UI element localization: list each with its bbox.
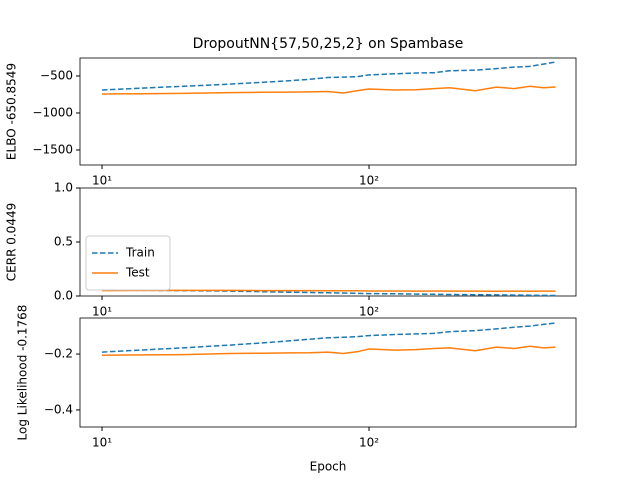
- legend-label: Train: [125, 246, 155, 260]
- plot-frame: [79, 57, 577, 166]
- series-line: [101, 345, 556, 356]
- y-tick-label: −500: [40, 68, 73, 82]
- x-tick-label: 10¹: [92, 305, 112, 319]
- chart-title: DropoutNN{57,50,25,2} on Spambase: [193, 36, 464, 52]
- x-tick-label: 10²: [359, 174, 379, 188]
- series-line: [101, 85, 556, 95]
- plot-frame: [79, 317, 577, 428]
- y-tick-label: 0.5: [54, 235, 73, 249]
- x-axis-label: Epoch: [310, 460, 347, 474]
- y-tick-label: 1.0: [54, 181, 73, 195]
- x-tick-label: 10²: [359, 305, 379, 319]
- legend-frame: [85, 235, 171, 291]
- y-tick-label: −1000: [32, 105, 73, 119]
- series-line: [101, 61, 556, 91]
- series-line: [101, 289, 556, 297]
- y-axis-label: Log Likelihood -0.1768: [16, 305, 30, 441]
- y-axis-label: ELBO -650.8549: [5, 63, 19, 160]
- x-tick-label: 10²: [359, 436, 379, 450]
- x-tick-label: 10¹: [92, 436, 112, 450]
- x-tick-label: 10¹: [92, 174, 112, 188]
- series-line: [101, 289, 556, 292]
- y-tick-label: −1500: [32, 142, 73, 156]
- series-line: [101, 322, 556, 353]
- y-axis-label: CERR 0.0449: [5, 203, 19, 281]
- y-tick-label: −0.2: [44, 347, 73, 361]
- y-tick-label: 0.0: [54, 289, 73, 303]
- legend-label: Test: [125, 266, 150, 280]
- y-tick-label: −0.4: [44, 402, 73, 416]
- legend: Train Test: [85, 235, 171, 291]
